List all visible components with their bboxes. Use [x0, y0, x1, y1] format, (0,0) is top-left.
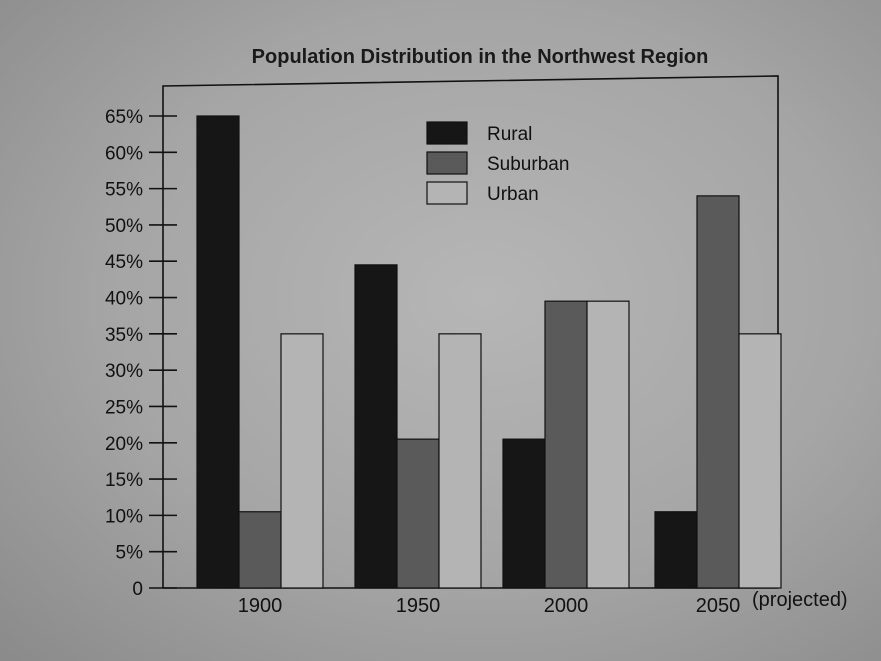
- legend-label-urban: Urban: [487, 184, 539, 205]
- legend-swatch-suburban: [426, 151, 468, 175]
- bar-suburban-2050: [696, 195, 740, 589]
- bar-suburban-2000: [544, 300, 588, 589]
- chart-title: Population Distribution in the Northwest…: [251, 46, 709, 68]
- x-tick-suffix-2050: (projected): [752, 589, 848, 611]
- legend-label-rural: Rural: [487, 124, 532, 145]
- y-tick-label-65: 65%: [105, 107, 143, 128]
- bar-urban-2000: [586, 300, 630, 589]
- y-tick-label-25: 25%: [105, 397, 143, 418]
- y-tick-label-45: 45%: [105, 252, 143, 273]
- bar-rural-1900: [196, 115, 240, 589]
- legend-swatch-rural: [426, 121, 468, 145]
- y-tick-label-60: 60%: [105, 143, 143, 164]
- bar-rural-1950: [354, 264, 398, 589]
- y-tick-label-5: 5%: [116, 543, 144, 564]
- bar-rural-2050: [654, 511, 698, 589]
- plot-frame: [162, 75, 779, 588]
- y-tick-label-30: 30%: [105, 361, 143, 382]
- bar-urban-1950: [438, 333, 482, 589]
- y-tick-label-50: 50%: [105, 216, 143, 237]
- x-tick-label-1900: 1900: [238, 595, 283, 617]
- y-tick-label-55: 55%: [105, 180, 143, 201]
- legend-label-suburban: Suburban: [487, 154, 569, 175]
- bar-suburban-1950: [396, 438, 440, 589]
- y-tick-label-0: 0: [132, 579, 143, 600]
- x-tick-label-2000: 2000: [544, 595, 589, 617]
- y-tick-label-20: 20%: [105, 434, 143, 455]
- y-tick-label-40: 40%: [105, 289, 143, 310]
- bar-urban-2050: [738, 333, 782, 589]
- y-tick-label-15: 15%: [105, 470, 143, 491]
- x-tick-label-2050: 2050: [696, 595, 741, 617]
- y-tick-label-10: 10%: [105, 506, 143, 527]
- bar-urban-1900: [280, 333, 324, 589]
- x-tick-label-1950: 1950: [396, 595, 441, 617]
- y-tick-label-35: 35%: [105, 325, 143, 346]
- bar-suburban-1900: [238, 511, 282, 589]
- legend-swatch-urban: [426, 181, 468, 205]
- bar-rural-2000: [502, 438, 546, 589]
